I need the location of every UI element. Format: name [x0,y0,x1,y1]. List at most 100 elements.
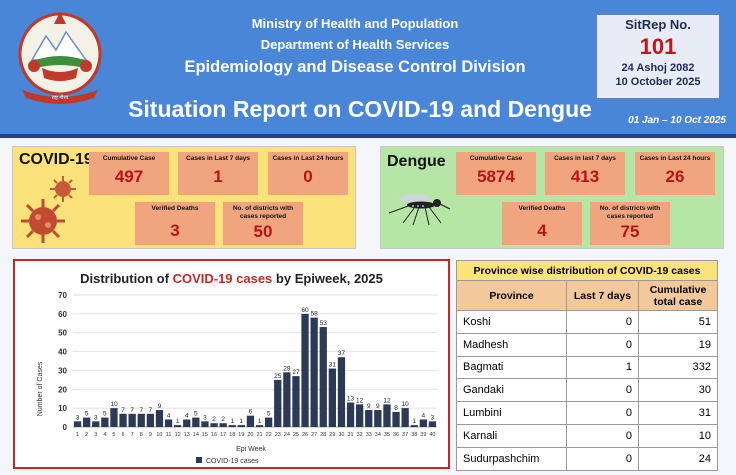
bar [365,410,373,427]
x-tick-label: 37 [402,432,408,438]
bar [346,402,355,427]
bar-value-label: 5 [103,411,107,418]
bar [428,421,437,427]
bar [401,408,409,427]
stat-label: Cases in Last 24 hours [272,155,344,162]
stat-value: 1 [213,166,223,186]
covid-cumulative-card: Cumulative Case 497 [89,152,169,195]
chart-plot: 0102030405060703152335410576777879910411… [37,291,437,465]
bar-value-label: 7 [121,407,125,414]
x-tick-label: 36 [393,432,399,438]
stat-label: No. of districts with cases reported [599,205,661,220]
x-axis-label: Epi Week [236,446,266,453]
x-tick-label: 18 [229,432,235,438]
chart-title-prefix: Distribution of [80,271,173,286]
x-tick-label: 35 [384,432,390,438]
legend-label: COVID-19 cases [206,458,259,465]
bar [164,419,173,427]
bar-value-label: 5 [85,411,89,418]
stat-value: 4 [537,220,547,240]
table-row: Bagmati 1 332 [456,355,718,380]
chart-title-highlight: COVID-19 cases [172,271,273,286]
bar-value-label: 58 [311,311,319,318]
dengue-last7-card: Cases in last 7 days 413 [545,152,625,195]
bar-value-label: 2 [212,416,216,423]
bar [246,415,255,427]
bar [92,421,100,427]
y-tick-label: 40 [58,348,67,357]
bar-value-label: 60 [301,307,309,314]
bar [274,379,282,427]
province-table: Province wise distribution of COVID-19 c… [456,260,718,471]
bar-value-label: 1 [258,418,262,425]
stat-label: Verified Deaths [518,205,566,212]
stat-value: 497 [114,166,144,186]
bar-value-label: 3 [76,414,80,421]
x-tick-label: 5 [112,432,115,438]
bar-value-label: 12 [383,397,391,404]
bar-value-label: 7 [139,407,143,414]
last7-value: 0 [566,401,639,425]
bar-value-label: 10 [402,401,410,408]
department-name: Department of Health Services [260,37,450,52]
bar-value-label: 4 [167,412,171,419]
x-tick-label: 30 [338,432,344,438]
x-tick-label: 9 [149,432,152,438]
last7-value: 0 [566,332,639,357]
y-axis-label: Number of Cases [37,361,44,416]
bar-value-label: 5 [194,411,198,418]
stat-label: Cases in Last 24 hours [639,155,711,162]
bar-value-label: 7 [130,407,134,414]
y-tick-label: 10 [58,404,67,413]
bar-value-label: 27 [292,369,300,376]
x-tick-label: 16 [211,432,217,438]
x-tick-label: 20 [247,432,253,438]
chart-title-suffix: by Epiweek, 2025 [272,271,383,286]
x-tick-label: 24 [284,432,290,438]
stat-value: 3 [170,220,180,240]
bar-value-label: 9 [367,403,371,410]
bar [265,417,273,427]
last7-value: 0 [566,446,639,471]
x-tick-label: 26 [302,432,308,438]
x-tick-label: 33 [366,432,372,438]
stat-label: Cumulative Case [102,155,156,162]
bar [228,425,236,427]
legend-swatch [196,457,202,463]
x-tick-label: 22 [266,432,272,438]
stat-label: Verified Deaths [151,205,199,212]
dengue-summary-panel: Dengue Cumulative Case 5874 Cases in las… [380,146,724,249]
x-tick-label: 11 [166,432,172,438]
province-name: Lumbini [456,401,567,425]
covid-last7-card: Cases in Last 7 days 1 [178,152,258,195]
covid-title: COVID-19 [19,151,93,168]
x-tick-label: 6 [122,432,125,438]
bar-value-label: 5 [267,411,271,418]
bar-value-label: 9 [158,403,162,410]
bar [328,368,336,427]
stat-value: 0 [303,166,313,186]
province-name: Sudurpashchim [456,446,567,471]
last7-value: 0 [566,423,639,448]
header-last7: Last 7 days [566,280,639,311]
bar-value-label: 3 [431,414,435,421]
table-caption: Province wise distribution of COVID-19 c… [456,260,718,281]
x-tick-label: 2 [85,432,88,438]
x-tick-label: 25 [293,432,299,438]
x-tick-label: 28 [320,432,326,438]
sitrep-label: SitRep No. [625,17,691,32]
bar [119,413,127,427]
bar [337,357,346,427]
bar [319,327,327,427]
bar-value-label: 7 [149,407,153,414]
bar [110,408,118,427]
sitrep-number: 101 [639,34,677,59]
y-tick-label: 60 [58,310,67,319]
bar [255,425,264,427]
province-name: Madhesh [456,332,567,357]
bar [292,376,300,427]
bar [219,423,227,427]
cumulative-value: 332 [638,355,718,380]
bar-value-label: 6 [249,409,253,416]
bar [183,419,191,427]
